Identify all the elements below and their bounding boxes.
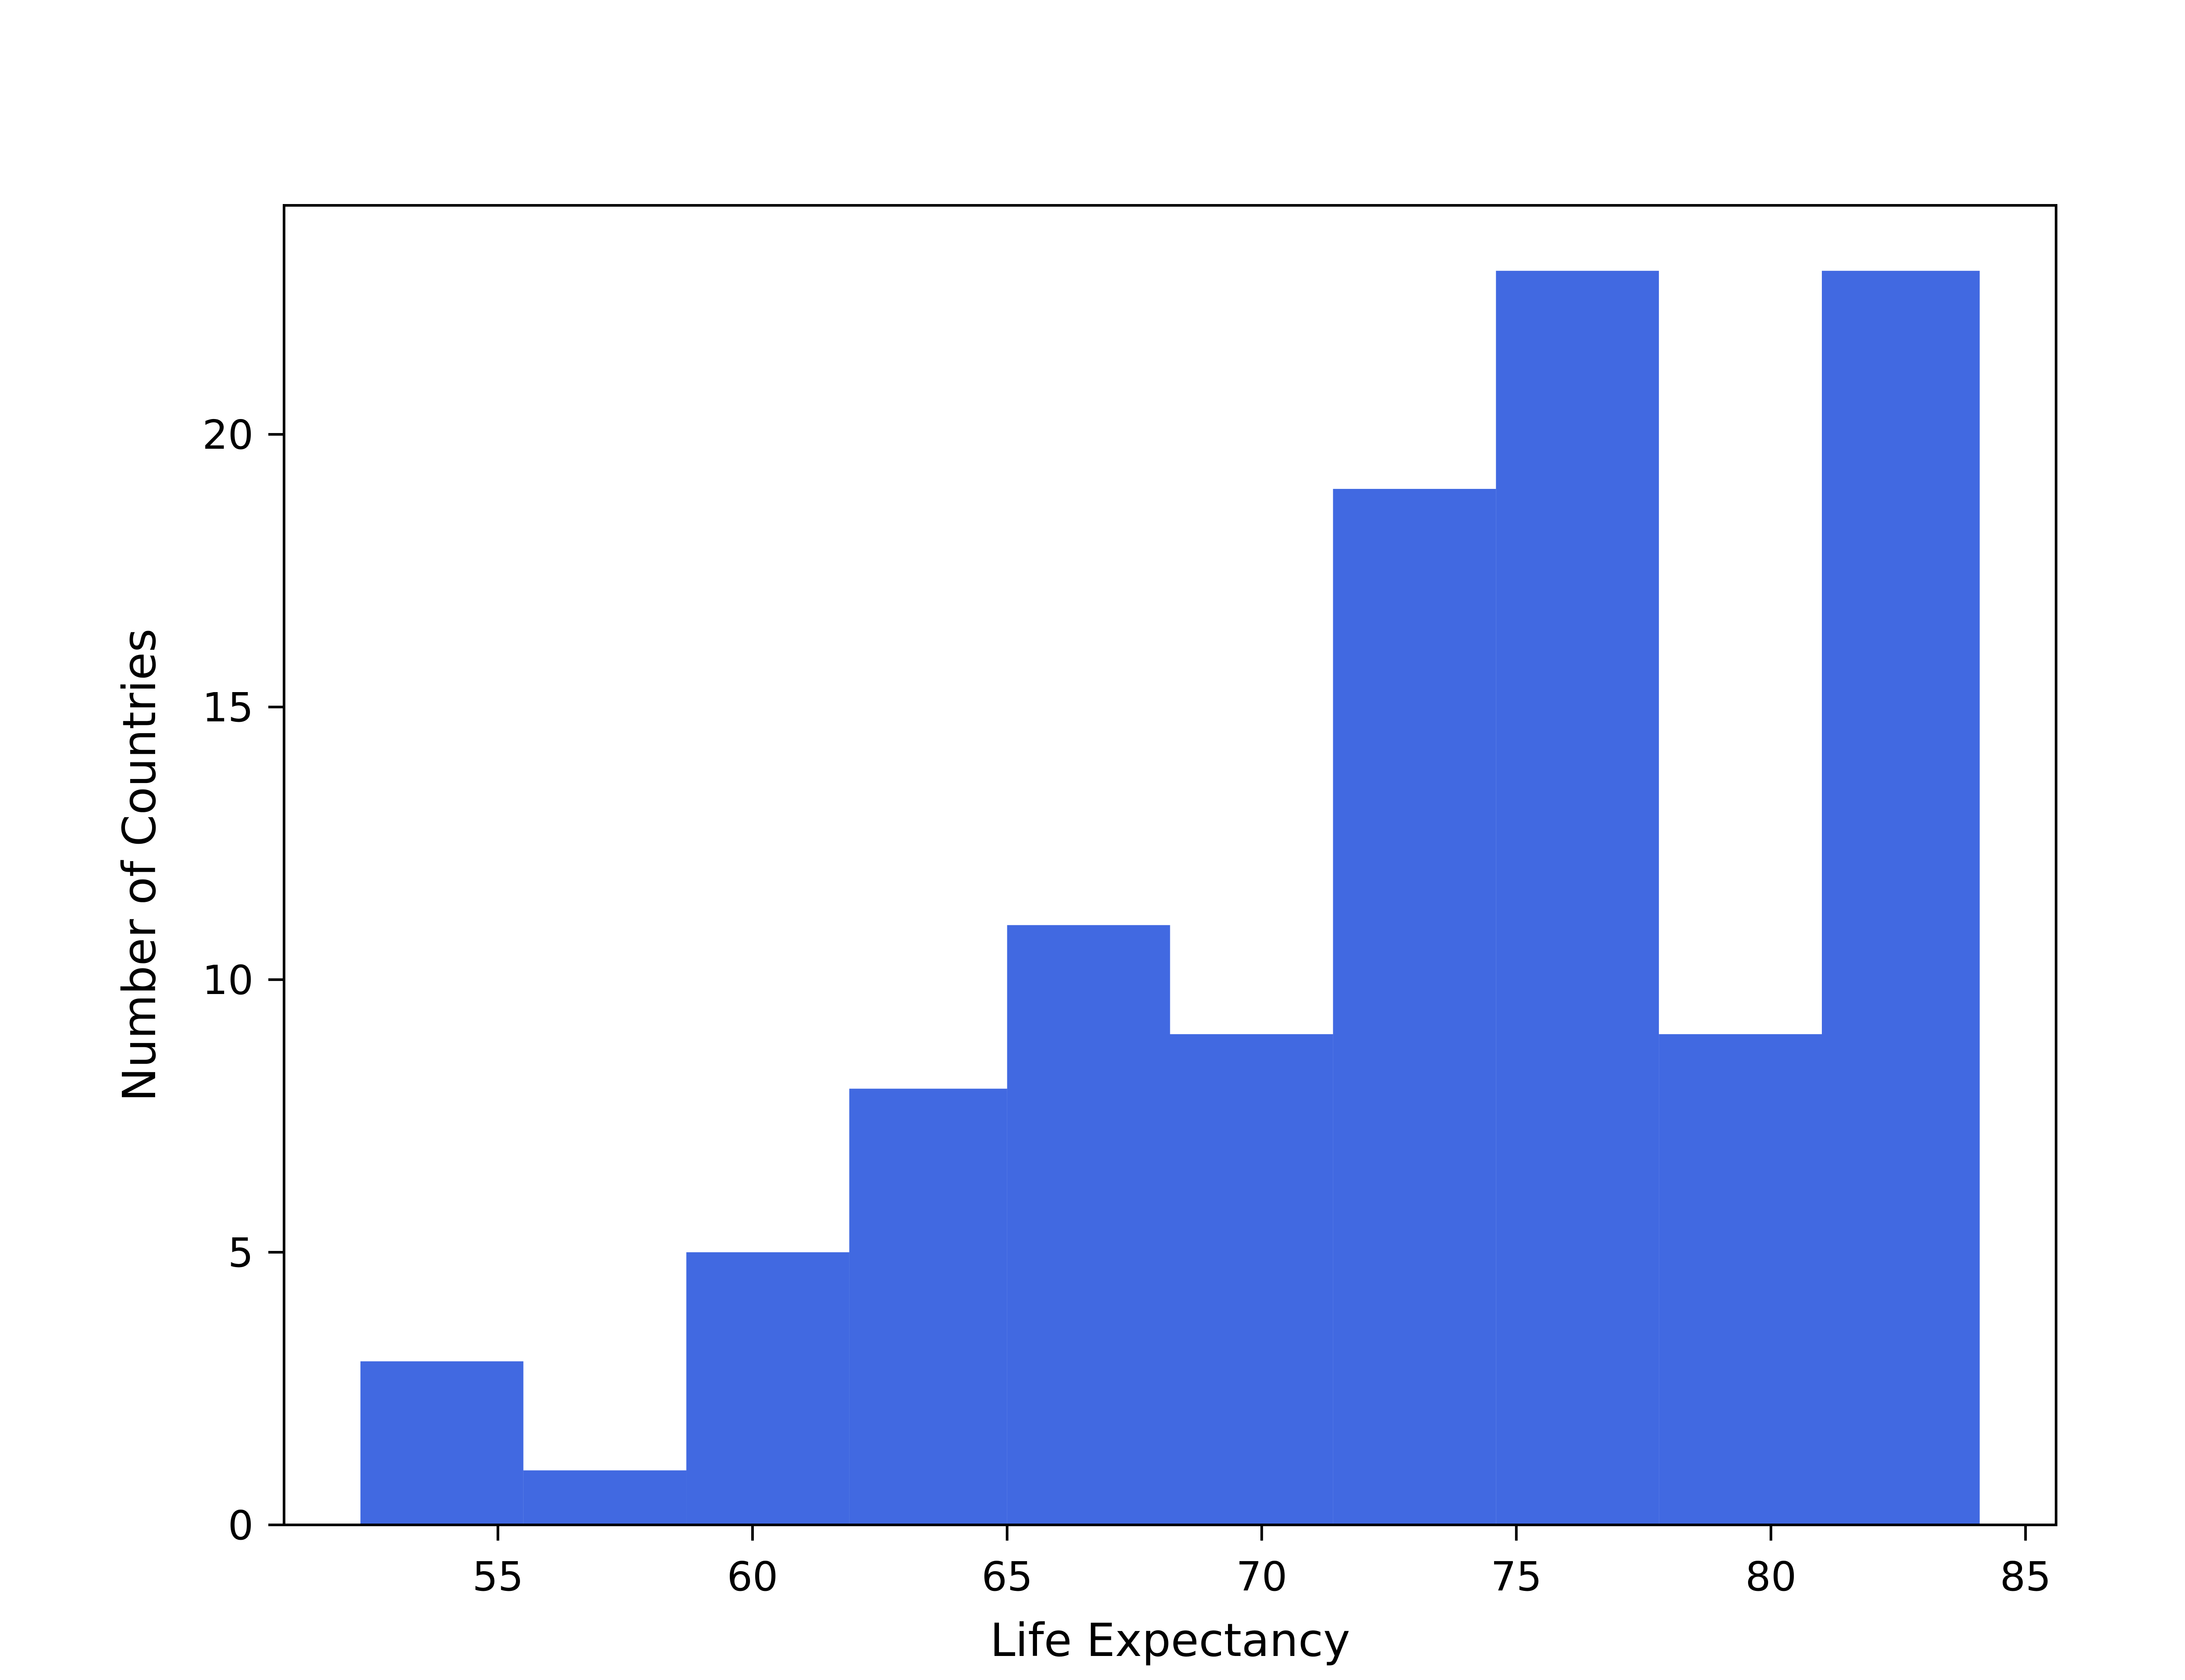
histogram-bar bbox=[686, 1252, 850, 1525]
x-tick-label: 80 bbox=[1745, 1553, 1797, 1600]
histogram-bar bbox=[1496, 270, 1659, 1525]
histogram-bar bbox=[1659, 1034, 1822, 1525]
plot-frame bbox=[283, 204, 2057, 1526]
y-tick-label: 10 bbox=[202, 957, 253, 1004]
histogram-bar bbox=[1333, 488, 1496, 1525]
bars-layer bbox=[360, 270, 1980, 1525]
histogram-bar bbox=[849, 1088, 1007, 1525]
y-tick-label: 20 bbox=[202, 412, 253, 458]
x-tick-label: 65 bbox=[982, 1553, 1033, 1600]
y-tick-label: 15 bbox=[202, 684, 253, 731]
x-tick-label: 55 bbox=[472, 1553, 524, 1600]
y-axis-label: Number of Countries bbox=[113, 629, 166, 1102]
x-axis-ticks: 55 60 65 70 75 80 85 bbox=[472, 1525, 2051, 1600]
x-tick-label: 70 bbox=[1236, 1553, 1287, 1600]
y-tick-label: 0 bbox=[228, 1502, 253, 1549]
y-axis-ticks: 0 5 10 15 20 bbox=[202, 412, 284, 1549]
x-tick-label: 85 bbox=[2000, 1553, 2051, 1600]
histogram-bar bbox=[1007, 925, 1170, 1525]
histogram-bar bbox=[1821, 270, 1980, 1525]
histogram-bar bbox=[360, 1361, 524, 1525]
histogram-bar bbox=[523, 1470, 687, 1525]
x-tick-label: 75 bbox=[1491, 1553, 1542, 1600]
x-tick-label: 60 bbox=[727, 1553, 778, 1600]
y-tick-label: 5 bbox=[228, 1230, 253, 1276]
x-axis-label: Life Expectancy bbox=[990, 1614, 1350, 1667]
histogram-bar bbox=[1170, 1034, 1333, 1525]
